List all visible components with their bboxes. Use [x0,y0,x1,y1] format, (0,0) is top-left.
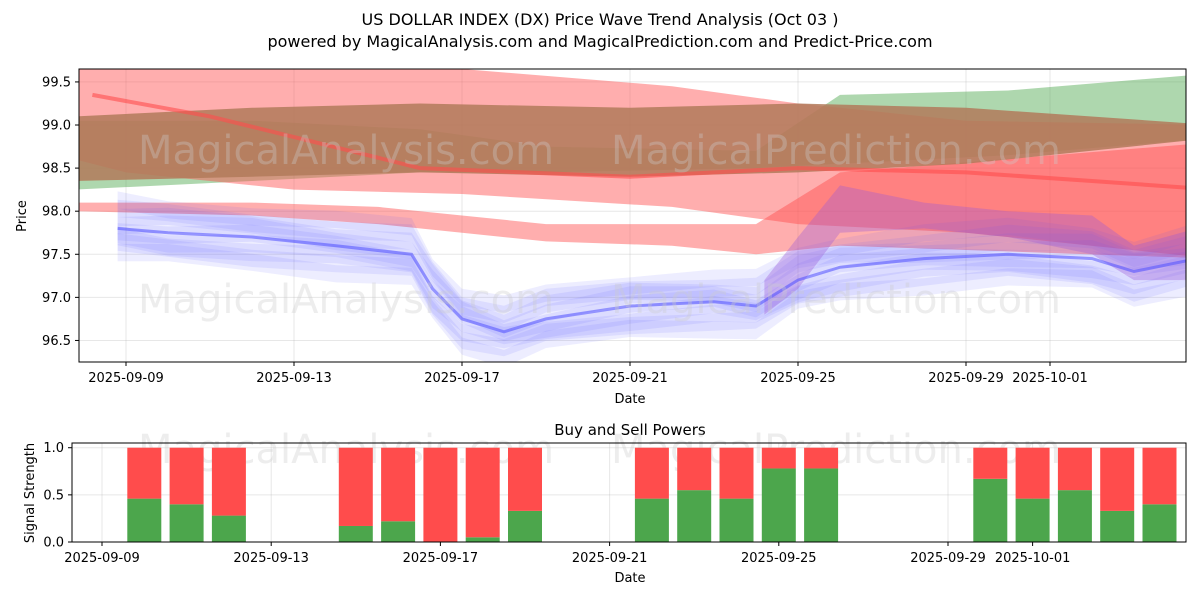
power-axes-frame [71,442,1187,543]
blue-wave-band-7 [117,199,1186,323]
buy-bar-9 [677,490,712,542]
power-ytick-label-1: 0.5 [43,488,64,503]
watermark-analysis-2: MagicalAnalysis.com [138,277,554,323]
power-xtick-label-2: 2025-09-17 [403,551,479,566]
price-y-ticks: 96.5 97.0 97.5 98.0 98.5 99.0 99.5 [42,75,79,349]
power-xtick-label-6: 2025-10-01 [995,551,1071,566]
sell-bar-10 [719,447,754,499]
sell-bar-16 [1100,447,1135,511]
buy-bar-1 [169,504,204,542]
price-ytick-label-1: 97.0 [42,291,71,306]
blue-wave-band-6 [117,207,1186,332]
price-ytick-label-4: 98.5 [42,162,71,177]
power-chart: Buy and Sell Powers MagicalAnalysis.com … [23,421,1187,586]
blue-wave-band-5 [117,215,1186,338]
price-chart: MagicalAnalysis.com MagicalPrediction.co… [15,68,1187,407]
sell-bar-3 [338,447,373,526]
price-ytick-label-0: 96.5 [42,334,71,349]
sell-bar-4 [381,447,416,522]
price-bands [79,69,1186,362]
blue-wave-band-2 [117,228,1186,349]
power-x-ticks: 2025-09-09 2025-09-13 2025-09-17 2025-09-21… [64,542,1070,566]
watermark-prediction: MagicalPrediction.com [611,128,1061,174]
power-y-ticks: 0.0 0.5 1.0 [43,441,72,551]
buy-bar-15 [1057,490,1092,542]
power-xtick-label-3: 2025-09-21 [572,551,648,566]
buy-bar-8 [634,498,669,542]
sell-bar-1 [169,447,204,505]
blue-wave-band-0 [117,243,1186,362]
series-brown_band [79,103,1186,181]
power-y-label: Signal Strength [23,443,38,543]
power-xtick-label-5: 2025-09-29 [910,551,986,566]
sell-bar-6 [465,447,500,538]
buy-bar-3 [338,525,373,542]
power-ytick-label-0: 0.0 [43,536,64,551]
price-ytick-label-3: 98.0 [42,205,71,220]
price-ytick-label-6: 99.5 [42,75,71,90]
buy-bar-13 [973,478,1008,542]
buy-bar-17 [1142,504,1177,542]
buy-bar-10 [719,498,754,542]
power-xtick-label-0: 2025-09-09 [64,551,140,566]
price-xtick-label-4: 2025-09-25 [760,371,836,386]
power-title: Buy and Sell Powers [554,421,706,439]
sell-bar-15 [1057,447,1092,491]
sell-bar-17 [1142,447,1177,505]
power-xtick-label-4: 2025-09-25 [741,551,817,566]
sell-bar-5 [423,447,458,542]
blue-wave-band-8 [117,191,1186,313]
series-blue_line [117,226,1186,334]
buy-bar-0 [127,498,162,542]
power-ytick-label-2: 1.0 [43,441,64,456]
watermark-prediction-2: MagicalPrediction.com [611,277,1061,323]
sell-bar-0 [127,447,162,499]
buy-bar-16 [1100,510,1135,542]
buy-bar-12 [804,468,839,542]
price-y-label: Price [15,200,30,232]
buy-bar-7 [508,510,542,542]
buy-bar-11 [761,468,796,542]
price-ytick-label-5: 99.0 [42,119,71,134]
price-axes-frame [78,68,1187,363]
buy-bar-2 [211,515,246,542]
buy-bar-14 [1015,498,1050,542]
sell-bar-12 [804,447,839,469]
price-x-ticks: 2025-09-09 2025-09-13 2025-09-17 2025-09-21… [88,362,1088,386]
price-xtick-label-2: 2025-09-17 [424,371,500,386]
sell-bar-13 [973,447,1008,479]
watermark-analysis: MagicalAnalysis.com [138,128,554,174]
blue-wave-band-1 [117,233,1186,357]
sell-bar-8 [634,447,669,499]
power-bars [127,447,1177,542]
price-x-label: Date [614,392,645,407]
price-ytick-label-2: 97.5 [42,248,71,263]
sell-bar-11 [761,447,796,469]
sell-bar-7 [508,447,542,511]
price-xtick-label-3: 2025-09-21 [592,371,668,386]
chart-title: US DOLLAR INDEX (DX) Price Wave Trend An… [362,10,839,29]
buy-bar-4 [381,521,416,542]
buy-bar-6 [465,537,500,542]
power-x-label: Date [614,571,645,586]
price-xtick-label-1: 2025-09-13 [256,371,332,386]
purple-wave-band [764,185,1186,315]
chart-subtitle: powered by MagicalAnalysis.com and Magic… [267,32,932,51]
blue-wave-band-3 [117,226,1186,345]
price-xtick-label-6: 2025-10-01 [1012,371,1088,386]
price-xtick-label-5: 2025-09-29 [928,371,1004,386]
sell-bar-9 [677,447,712,491]
sell-bar-14 [1015,447,1050,499]
power-xtick-label-1: 2025-09-13 [233,551,309,566]
sell-bar-2 [211,447,246,516]
price-xtick-label-0: 2025-09-09 [88,371,164,386]
series-red_line [92,92,1186,190]
